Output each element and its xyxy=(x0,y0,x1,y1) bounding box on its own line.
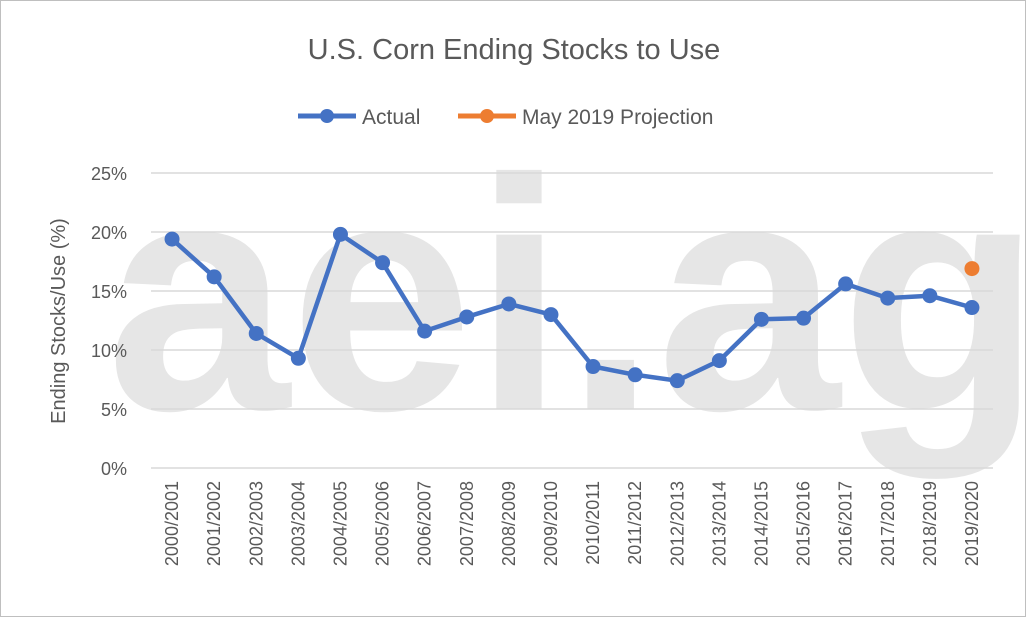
data-point-series-0 xyxy=(711,353,727,369)
y-tick-label: 0% xyxy=(101,459,127,479)
data-point-series-0 xyxy=(669,373,685,389)
data-point-series-0 xyxy=(375,255,391,271)
data-point-series-0 xyxy=(164,231,180,247)
watermark-text: aei.ag xyxy=(106,110,1025,481)
x-tick-label: 2004/2005 xyxy=(330,481,350,566)
y-tick-label: 10% xyxy=(91,341,127,361)
data-point-series-0 xyxy=(459,309,475,325)
data-point-series-0 xyxy=(248,325,264,341)
data-point-series-0 xyxy=(627,367,643,383)
x-tick-label: 2016/2017 xyxy=(836,481,856,566)
x-tick-label: 2002/2003 xyxy=(246,481,266,566)
x-tick-label: 2011/2012 xyxy=(625,481,645,565)
x-tick-label: 2012/2013 xyxy=(667,481,687,566)
x-tick-label: 2006/2007 xyxy=(415,481,435,566)
y-axis-label: Ending Stocks/Use (%) xyxy=(48,218,70,424)
data-point-series-0 xyxy=(332,226,348,242)
legend: Actual May 2019 Projection xyxy=(298,106,713,129)
x-tick-label: 2008/2009 xyxy=(499,481,519,566)
y-tick-label: 20% xyxy=(91,223,127,243)
y-tick-label: 15% xyxy=(91,282,127,302)
gridlines xyxy=(151,172,993,469)
legend-label-actual: Actual xyxy=(362,106,420,129)
data-point-series-0 xyxy=(796,310,812,326)
x-tick-label: 2000/2001 xyxy=(162,481,182,566)
x-axis-ticks: 2000/2001 2001/2002 2002/2003 2003/2004 2004… xyxy=(162,481,982,566)
x-tick-label: 2013/2014 xyxy=(709,481,729,566)
series-group xyxy=(164,226,980,389)
x-tick-label: 2003/2004 xyxy=(288,481,308,566)
data-point-series-0 xyxy=(543,307,559,323)
data-point-series-0 xyxy=(838,276,854,292)
x-tick-label: 2019/2020 xyxy=(962,481,982,566)
data-point-series-0 xyxy=(753,311,769,327)
data-point-series-0 xyxy=(880,290,896,306)
x-tick-label: 2009/2010 xyxy=(541,481,561,566)
legend-swatch-projection-marker xyxy=(480,109,494,123)
legend-swatch-actual-marker xyxy=(320,109,334,123)
x-tick-label: 2015/2016 xyxy=(794,481,814,566)
data-point-series-0 xyxy=(417,323,433,339)
x-tick-label: 2007/2008 xyxy=(457,481,477,566)
series-line-0 xyxy=(170,232,973,383)
x-tick-label: 2005/2006 xyxy=(373,481,393,566)
y-tick-label: 5% xyxy=(101,400,127,420)
data-point-series-0 xyxy=(290,350,306,366)
legend-label-projection: May 2019 Projection xyxy=(522,106,713,129)
data-point-series-1 xyxy=(964,261,980,277)
x-tick-label: 2010/2011 xyxy=(583,481,603,565)
x-tick-label: 2001/2002 xyxy=(204,481,224,566)
data-point-series-0 xyxy=(585,359,601,375)
data-point-series-0 xyxy=(922,288,938,304)
y-tick-label: 25% xyxy=(91,164,127,184)
chart-title: U.S. Corn Ending Stocks to Use xyxy=(308,34,721,66)
x-tick-label: 2017/2018 xyxy=(878,481,898,566)
data-point-series-0 xyxy=(501,296,517,312)
data-point-series-0 xyxy=(206,269,222,285)
data-point-series-0 xyxy=(964,300,980,316)
y-axis-ticks: 0% 5% 10% 15% 20% 25% xyxy=(91,164,127,479)
x-tick-label: 2014/2015 xyxy=(751,481,771,566)
x-tick-label: 2018/2019 xyxy=(920,481,940,566)
